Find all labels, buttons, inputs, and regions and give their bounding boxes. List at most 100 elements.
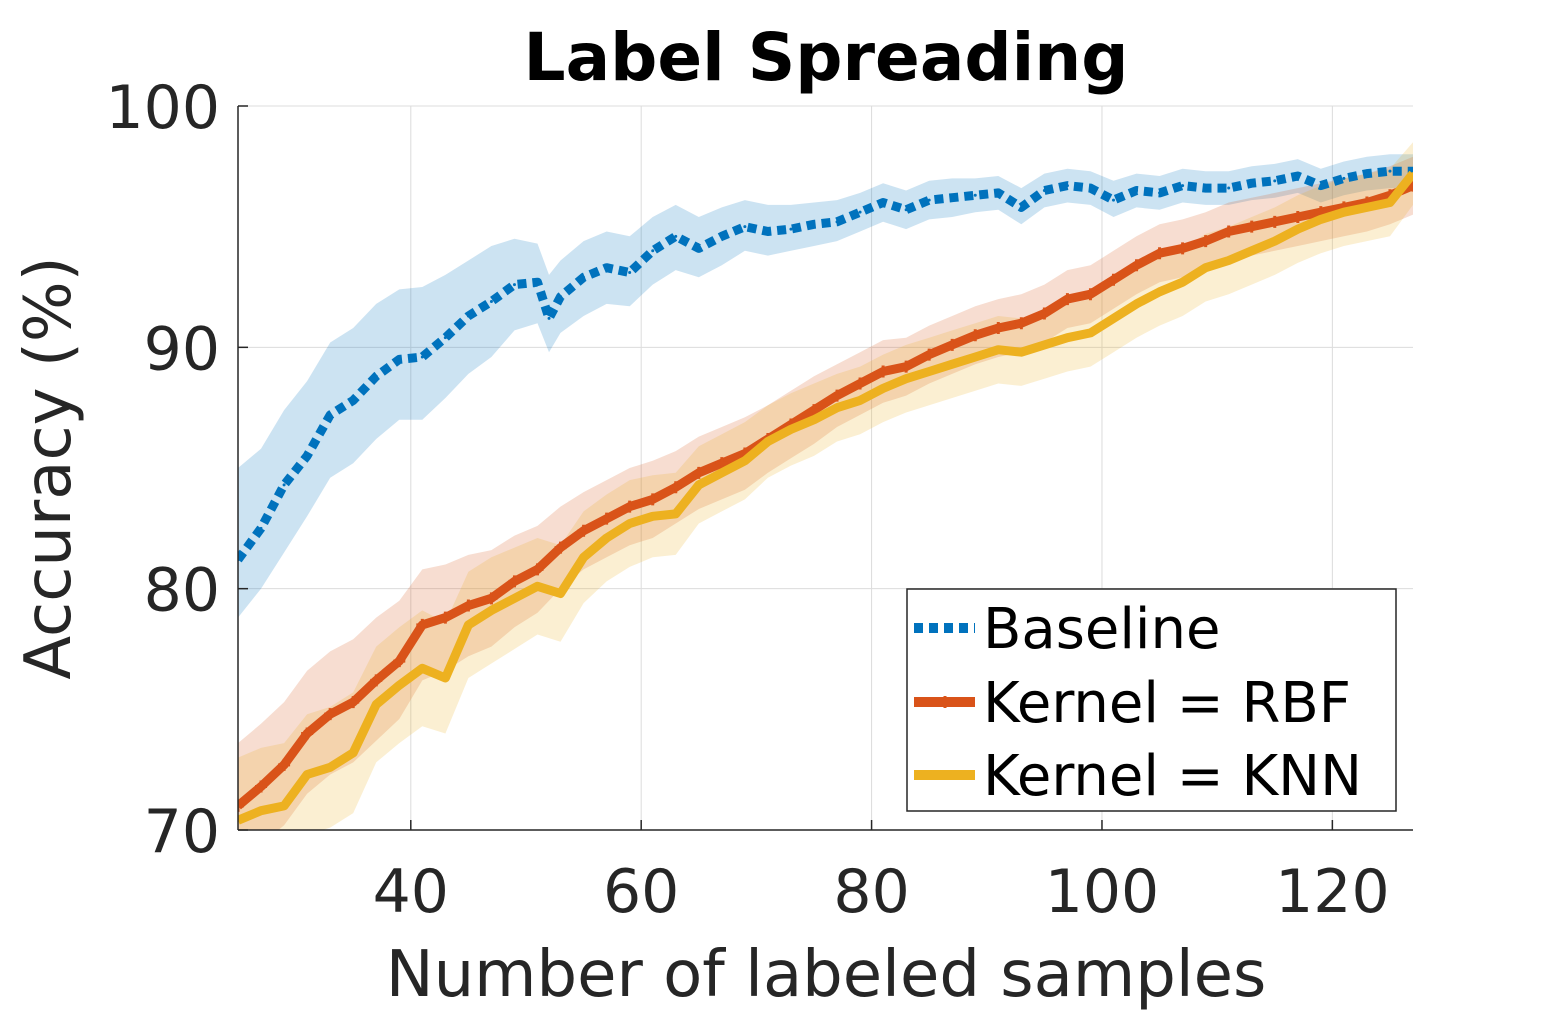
point-kernel-knn (1296, 227, 1300, 231)
point-kernel-rbf (255, 780, 268, 793)
point-kernel-rbf (577, 524, 590, 537)
point-kernel-knn (489, 608, 493, 612)
point-baseline (443, 336, 447, 340)
point-kernel-knn (743, 459, 747, 463)
point-kernel-rbf (669, 481, 682, 494)
point-kernel-knn (858, 398, 862, 402)
point-kernel-rbf (1245, 220, 1258, 233)
point-baseline (1065, 184, 1069, 188)
point-kernel-knn (927, 369, 931, 373)
y-tick-label: 80 (144, 556, 220, 626)
point-kernel-knn (259, 809, 263, 813)
y-axis-label: Accuracy (%) (12, 256, 86, 679)
point-baseline (1319, 184, 1323, 188)
point-kernel-rbf (969, 329, 982, 342)
point-baseline (858, 210, 862, 214)
x-tick-label: 120 (1275, 857, 1390, 927)
point-kernel-rbf (854, 377, 867, 390)
point-kernel-knn (904, 377, 908, 381)
point-baseline (1342, 176, 1346, 180)
point-kernel-knn (397, 683, 401, 687)
point-baseline (881, 201, 885, 205)
legend-marker-kernel-rbf (939, 696, 951, 708)
point-kernel-rbf (646, 493, 659, 506)
point-kernel-knn (1411, 172, 1413, 176)
point-baseline (351, 398, 355, 402)
point-kernel-rbf (370, 674, 383, 687)
series-lines (238, 166, 1413, 825)
point-kernel-rbf (1084, 288, 1097, 301)
legend-label-kernel-knn: Kernel = KNN (983, 744, 1362, 809)
point-baseline (1204, 186, 1208, 190)
point-baseline (1273, 179, 1277, 183)
point-kernel-rbf (238, 799, 244, 812)
point-baseline (374, 374, 378, 378)
point-kernel-rbf (923, 348, 936, 361)
point-kernel-knn (582, 555, 586, 559)
point-baseline (282, 483, 286, 487)
point-baseline (766, 229, 770, 233)
point-kernel-knn (1042, 343, 1046, 347)
point-kernel-rbf (807, 404, 820, 417)
point-baseline (743, 225, 747, 229)
point-kernel-knn (1342, 210, 1346, 214)
point-kernel-knn (697, 483, 701, 487)
point-baseline (305, 454, 309, 458)
point-kernel-rbf (1038, 307, 1051, 320)
line-kernel-knn (238, 170, 1413, 825)
y-tick-label: 100 (105, 73, 220, 143)
point-kernel-knn (628, 522, 632, 526)
axes (237, 106, 1413, 831)
point-baseline (1135, 188, 1139, 192)
point-kernel-rbf (508, 575, 521, 588)
point-baseline (559, 295, 563, 299)
band-baseline (238, 154, 1413, 618)
point-kernel-knn (443, 676, 447, 680)
point-kernel-knn (1365, 205, 1369, 209)
point-kernel-knn (1019, 350, 1023, 354)
point-kernel-rbf (1061, 293, 1074, 306)
point-baseline (720, 234, 724, 238)
point-baseline (904, 208, 908, 212)
point-kernel-rbf (946, 338, 959, 351)
point-baseline (789, 227, 793, 231)
x-tick-label: 60 (603, 857, 679, 927)
point-kernel-rbf (715, 457, 728, 470)
point-baseline (697, 246, 701, 250)
point-kernel-knn (512, 596, 516, 600)
point-kernel-rbf (1199, 235, 1212, 248)
point-kernel-rbf (1015, 317, 1028, 330)
point-kernel-knn (1181, 280, 1185, 284)
point-kernel-knn (328, 765, 332, 769)
point-kernel-knn (881, 386, 885, 390)
point-kernel-rbf (1107, 273, 1120, 286)
point-kernel-rbf (877, 365, 890, 378)
y-tick-label: 90 (144, 314, 220, 384)
point-kernel-knn (305, 772, 309, 776)
point-baseline (1111, 198, 1115, 202)
point-kernel-knn (466, 623, 470, 627)
point-kernel-knn (559, 591, 563, 595)
point-kernel-knn (835, 406, 839, 410)
point-baseline (397, 357, 401, 361)
point-baseline (1411, 169, 1413, 173)
point-kernel-knn (420, 666, 424, 670)
point-baseline (1088, 186, 1092, 190)
point-kernel-knn (282, 804, 286, 808)
point-kernel-rbf (324, 708, 337, 721)
point-baseline (927, 198, 931, 202)
point-kernel-knn (1158, 290, 1162, 294)
point-kernel-knn (1065, 336, 1069, 340)
point-kernel-rbf (416, 618, 429, 631)
point-baseline (605, 266, 609, 270)
point-kernel-rbf (623, 500, 636, 513)
point-kernel-rbf (1268, 215, 1281, 228)
point-kernel-knn (1319, 217, 1323, 221)
point-kernel-rbf (1130, 259, 1143, 272)
point-kernel-rbf (347, 696, 360, 709)
point-kernel-rbf (1222, 225, 1235, 238)
band-kernel-rbf (238, 156, 1413, 830)
point-kernel-knn (605, 536, 609, 540)
point-baseline (328, 413, 332, 417)
